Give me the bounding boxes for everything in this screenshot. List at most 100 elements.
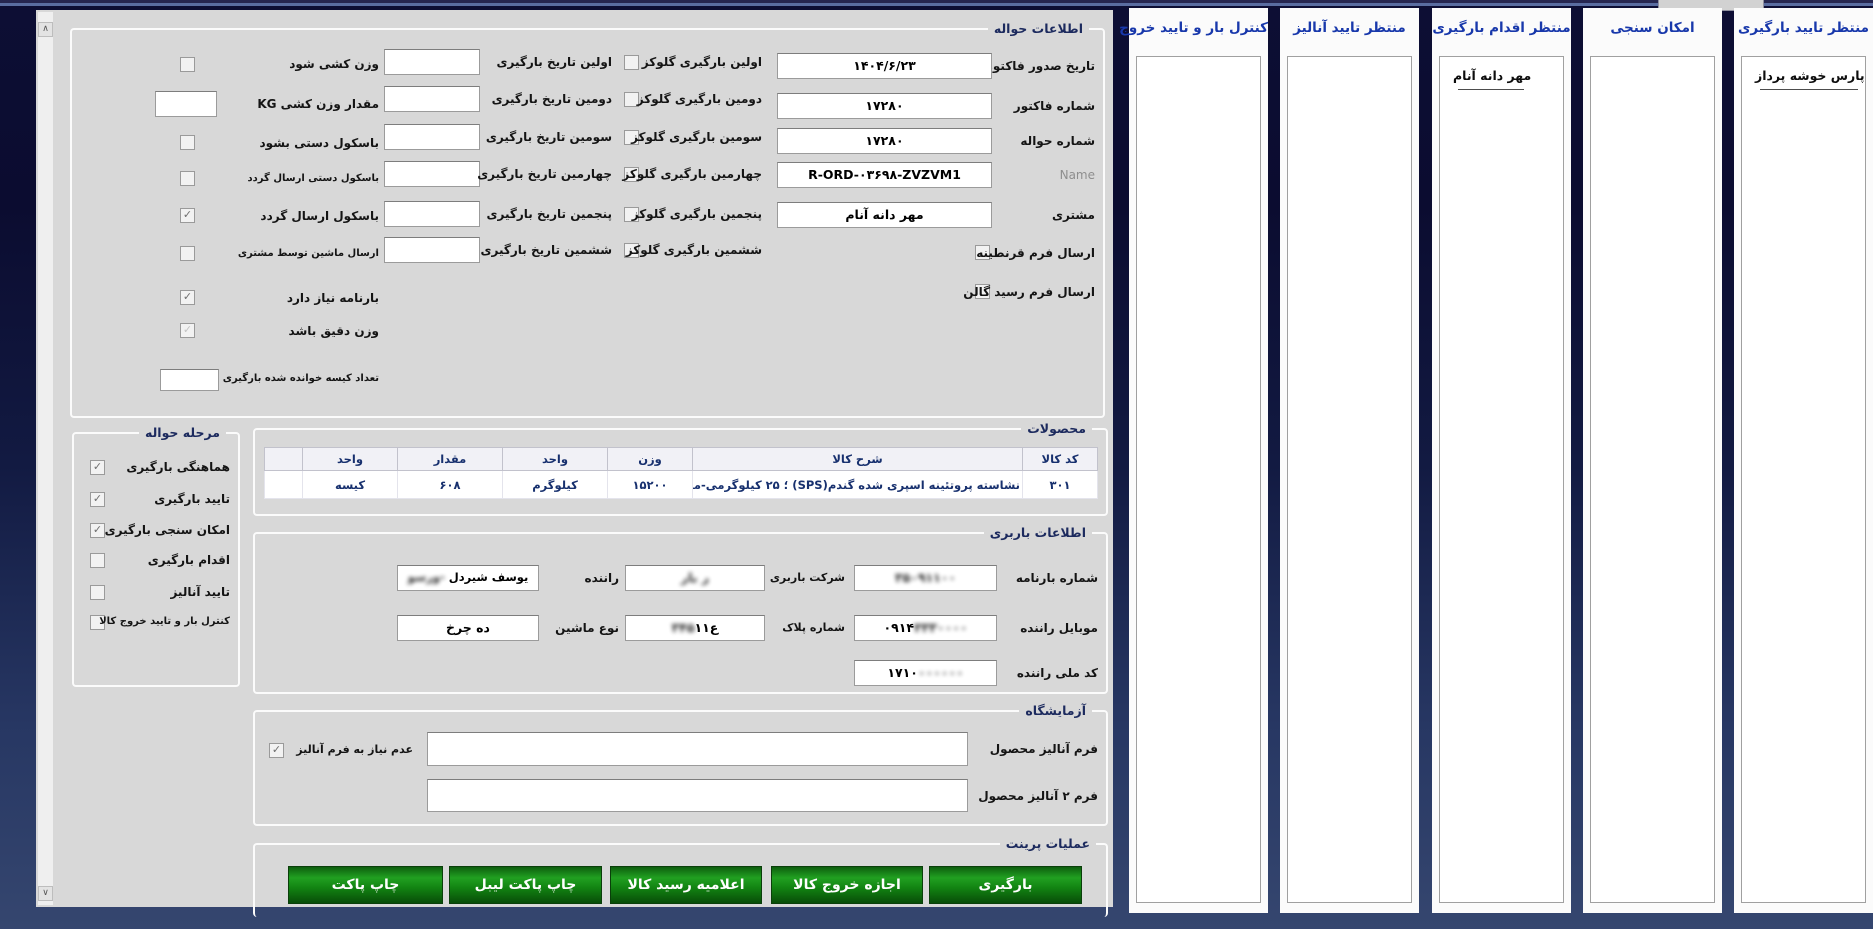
stage-coordination-checkbox[interactable]: ✓: [90, 460, 105, 475]
plate-blur: ۳۴۵: [671, 620, 695, 635]
stage-load-confirm-checkbox[interactable]: ✓: [90, 492, 105, 507]
weigh-kg-field[interactable]: [155, 91, 217, 117]
queue-item-underline: [1458, 89, 1524, 90]
truck-type-field[interactable]: ده چرخ: [397, 615, 539, 641]
stage-analysis-checkbox[interactable]: [90, 585, 105, 600]
invoice-no-field[interactable]: ۱۷۲۸۰: [777, 93, 992, 119]
glucose-1-checkbox[interactable]: [624, 55, 639, 70]
name-field[interactable]: R-ORD-۰۳۶۹۸-ZVZVM1: [777, 162, 992, 188]
panel-feasibility-list[interactable]: [1590, 56, 1715, 903]
panel-feasibility-title: امکان سنجی: [1610, 20, 1695, 36]
exact-weight-label: وزن دقیق باشد: [288, 324, 379, 338]
customer-label: مشتری: [1051, 208, 1095, 222]
exit-permit-button[interactable]: اجازه خروج کالا: [771, 866, 923, 904]
invoice-date-field[interactable]: ۱۴۰۴/۶/۲۳: [777, 53, 992, 79]
stage-load-confirm-label: تایید بارگیری: [154, 492, 230, 506]
no-analysis-needed-checkbox[interactable]: ✓: [269, 743, 284, 758]
scale-sent-checkbox[interactable]: ✓: [180, 208, 195, 223]
glucose-3-label: سومین بارگیری گلوکز: [631, 130, 762, 144]
manual-scale-sent-checkbox[interactable]: [180, 171, 195, 186]
carrier-label: شرکت باربری: [769, 571, 845, 584]
panel-waiting-analysis: منتظر تایید آنالیز: [1280, 8, 1419, 913]
manual-scale-checkbox[interactable]: [180, 135, 195, 150]
customer-truck-checkbox[interactable]: [180, 246, 195, 261]
load-date-2-field[interactable]: [384, 86, 480, 112]
weigh-kg-label: مقدار وزن کشی KG: [257, 97, 379, 111]
panel-waiting-load-action-list[interactable]: مهر دانه آنام: [1439, 56, 1564, 903]
plate-field[interactable]: ۳۴۵ع۱۱: [625, 615, 765, 641]
panel-exit-control-list[interactable]: [1136, 56, 1261, 903]
driver-field[interactable]: یوسف شیردل -ورسو: [397, 565, 539, 591]
load-date-1-field[interactable]: [384, 49, 480, 75]
queue-item[interactable]: مهر دانه آنام: [1453, 68, 1532, 83]
analysis-form1-field[interactable]: [427, 732, 968, 766]
load-date-4-field[interactable]: [384, 161, 480, 187]
print-packet-label-button[interactable]: چاپ پاکت لیبل: [449, 866, 602, 904]
col-unit1: واحد: [502, 447, 608, 471]
analysis-form2-field[interactable]: [427, 779, 968, 812]
stage-exit-control-label: کنترل بار و تایید خروج کالا: [99, 616, 230, 627]
national-id-blur: ۰۰۰۰۰۰: [917, 665, 964, 680]
scroll-down-button[interactable]: ∨: [38, 886, 53, 901]
glucose-2-checkbox[interactable]: [624, 92, 639, 107]
name-label: Name: [1059, 168, 1095, 182]
driver-national-id-field[interactable]: ۱۷۱۰۰۰۰۰۰۰: [854, 660, 997, 686]
panel-waiting-load-confirm-list[interactable]: پارس خوشه پرداز: [1741, 56, 1866, 903]
glucose-6-checkbox[interactable]: [624, 243, 639, 258]
carrier-field[interactable]: ر بار: [625, 565, 765, 591]
quarantine-form-label: ارسال فرم قرنطینه: [976, 246, 1095, 260]
stage-load-action-checkbox[interactable]: [90, 553, 105, 568]
products-header-row: کد کالا شرح کالا وزن واحد مقدار واحد: [264, 447, 1098, 471]
panel-exit-control: کنترل بار و تایید خروج: [1119, 8, 1268, 913]
queue-item[interactable]: پارس خوشه پرداز: [1755, 68, 1865, 83]
driver-mobile-field[interactable]: ۰۹۱۴۳۳۳۰۰۰۰: [854, 615, 997, 641]
print-packet-button[interactable]: چاپ پاکت: [288, 866, 443, 904]
driver-mobile-clear: ۰۹۱۴: [883, 620, 915, 635]
truck-type-label: نوع ماشین: [555, 621, 619, 635]
stage-feasibility-checkbox[interactable]: ✓: [90, 523, 105, 538]
waybill-no-field[interactable]: ۳۵۰۹۱۱۰۰: [854, 565, 997, 591]
bag-count-field[interactable]: [160, 369, 219, 391]
group-lab-title: آزمایشگاه: [1019, 702, 1092, 720]
plate-clear: ع۱۱: [694, 620, 719, 635]
analysis-form1-label: فرم آنالیز محصول: [989, 742, 1098, 756]
panel-waiting-analysis-title: منتظر تایید آنالیز: [1293, 20, 1406, 36]
exact-weight-checkbox[interactable]: ✓: [180, 323, 195, 338]
manual-scale-sent-label: باسکول دستی ارسال گردد: [247, 173, 379, 184]
remittance-form: ∧ ∨ اطلاعات حواله تاریخ صدور فاکتور ۱۴۰۴…: [36, 10, 1113, 917]
panel-waiting-load-action-title: منتظر اقدام بارگیری: [1432, 20, 1571, 36]
weigh-checkbox[interactable]: [180, 57, 195, 72]
quarantine-form-checkbox[interactable]: [975, 245, 990, 260]
load-date-6-field[interactable]: [384, 237, 480, 263]
national-id-clear: ۱۷۱۰: [887, 665, 918, 680]
invoice-date-label: تاریخ صدور فاکتور: [986, 59, 1095, 73]
glucose-5-checkbox[interactable]: [624, 207, 639, 222]
panel-feasibility: امکان سنجی: [1583, 8, 1722, 913]
glucose-4-checkbox[interactable]: [624, 167, 639, 182]
group-products-title: محصولات: [1021, 420, 1092, 438]
col-unit2: واحد: [302, 447, 398, 471]
waybill-needed-checkbox[interactable]: ✓: [180, 290, 195, 305]
load-date-5-field[interactable]: [384, 201, 480, 227]
weigh-label: وزن کشی شود: [289, 57, 379, 71]
panel-waiting-analysis-list[interactable]: [1287, 56, 1412, 903]
cell-unit1: کیلوگرم: [502, 470, 608, 499]
scroll-up-button[interactable]: ∧: [38, 22, 53, 37]
glucose-3-checkbox[interactable]: [624, 130, 639, 145]
driver-national-id-label: کد ملی راننده: [1016, 666, 1098, 680]
top-accent-line: [0, 3, 1873, 6]
glucose-6-label: ششمین بارگیری گلوکز: [625, 243, 762, 257]
queue-item-underline: [1760, 89, 1858, 90]
goods-receipt-notice-button[interactable]: اعلامیه رسید کالا: [610, 866, 762, 904]
waybill-no-label: شماره بارنامه: [1015, 571, 1098, 585]
bag-count-label: تعداد کیسه خوانده شده بارگیری: [222, 373, 379, 384]
load-date-3-field[interactable]: [384, 124, 480, 150]
customer-field[interactable]: مهر دانه آنام: [777, 202, 992, 228]
col-empty: [264, 447, 303, 471]
stage-exit-control-checkbox[interactable]: [90, 615, 105, 630]
remit-no-field[interactable]: ۱۷۲۸۰: [777, 128, 992, 154]
loading-button[interactable]: بارگیری: [929, 866, 1082, 904]
gallon-receipt-checkbox[interactable]: [975, 284, 990, 299]
form-scrollbar[interactable]: ∧ ∨: [38, 12, 53, 905]
product-row[interactable]: ۳۰۱ نشاسته پروتئینه اسپری شده گندم(SPS) …: [264, 470, 1098, 499]
